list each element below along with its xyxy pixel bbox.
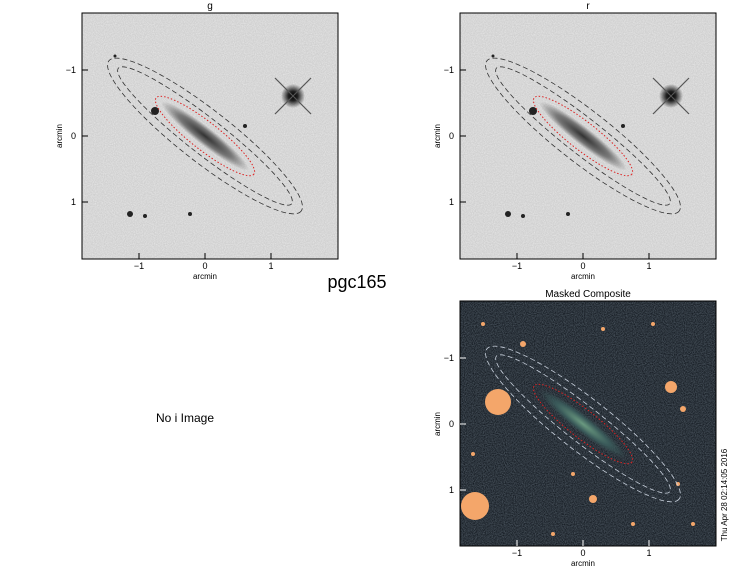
star: [113, 54, 117, 58]
star: [127, 211, 133, 217]
missing-panel-text: No i Image: [156, 411, 214, 425]
aperture-outer: [107, 57, 303, 215]
y-tick-label: 1: [449, 485, 454, 495]
x-axis-label: arcmin: [571, 559, 595, 568]
star: [505, 211, 511, 217]
mask-circle: [601, 327, 605, 331]
galaxy: [161, 101, 249, 171]
y-axis-label: arcmin: [55, 124, 64, 148]
y-tick-label: 0: [71, 131, 76, 141]
y-axis-label: arcmin: [433, 124, 442, 148]
x-tick-label: −1: [512, 261, 522, 271]
y-tick-label: 1: [71, 197, 76, 207]
timestamp: Thu Apr 28 02:14:05 2016: [720, 448, 729, 541]
aperture-outer: [485, 345, 681, 503]
y-tick-label: −1: [444, 65, 454, 75]
mask-circle: [631, 522, 635, 526]
mask-circle: [680, 406, 686, 412]
aperture-inner: [532, 95, 634, 177]
mask-circle: [485, 389, 511, 415]
x-tick-label: 0: [580, 261, 585, 271]
star: [188, 212, 192, 216]
y-tick-label: 1: [449, 197, 454, 207]
star: [521, 214, 525, 218]
x-tick-label: 1: [268, 261, 273, 271]
mask-circle: [471, 452, 475, 456]
x-tick-label: −1: [512, 548, 522, 558]
mask-circle: [571, 472, 575, 476]
y-tick-label: 0: [449, 419, 454, 429]
figure-title: pgc165: [327, 272, 386, 292]
mask-circle: [481, 322, 485, 326]
mask-circle: [461, 492, 489, 520]
aperture-inner: [532, 383, 634, 465]
x-tick-label: 1: [646, 548, 651, 558]
panel-title: g: [207, 1, 213, 12]
x-tick-label: −1: [134, 261, 144, 271]
galaxy: [539, 389, 627, 459]
y-tick-label: 0: [449, 131, 454, 141]
star: [529, 107, 537, 115]
star: [491, 54, 495, 58]
x-axis-label: arcmin: [571, 272, 595, 281]
galaxy: [539, 101, 627, 171]
y-tick-label: −1: [444, 353, 454, 363]
panel-title: Masked Composite: [545, 289, 631, 300]
diffraction-spike: [652, 77, 690, 115]
mask-circle: [651, 322, 655, 326]
panel: 1 1 0 0 −1 −1 Masked Composite arcmin arcmin: [433, 289, 717, 568]
aperture-mid: [117, 66, 293, 206]
panel-title: r: [586, 1, 590, 12]
star: [243, 124, 247, 128]
x-tick-label: 0: [580, 548, 585, 558]
mask-circle: [691, 522, 695, 526]
mask-circle: [589, 495, 597, 503]
aperture-inner: [154, 95, 256, 177]
star: [621, 124, 625, 128]
x-tick-label: 0: [202, 261, 207, 271]
diffraction-spike: [274, 77, 312, 115]
mask-circle: [551, 532, 555, 536]
mask-circle: [520, 341, 526, 347]
panel: 1 1 0 0 −1 −1 g arcmin arcmin: [55, 1, 339, 281]
x-axis-label: arcmin: [193, 272, 217, 281]
star: [151, 107, 159, 115]
star: [143, 214, 147, 218]
star: [566, 212, 570, 216]
panel: 1 1 0 0 −1 −1 r arcmin arcmin: [433, 1, 717, 281]
y-tick-label: −1: [66, 65, 76, 75]
aperture-outer: [485, 57, 681, 215]
x-tick-label: 1: [646, 261, 651, 271]
y-axis-label: arcmin: [433, 412, 442, 436]
mask-circle: [665, 381, 677, 393]
